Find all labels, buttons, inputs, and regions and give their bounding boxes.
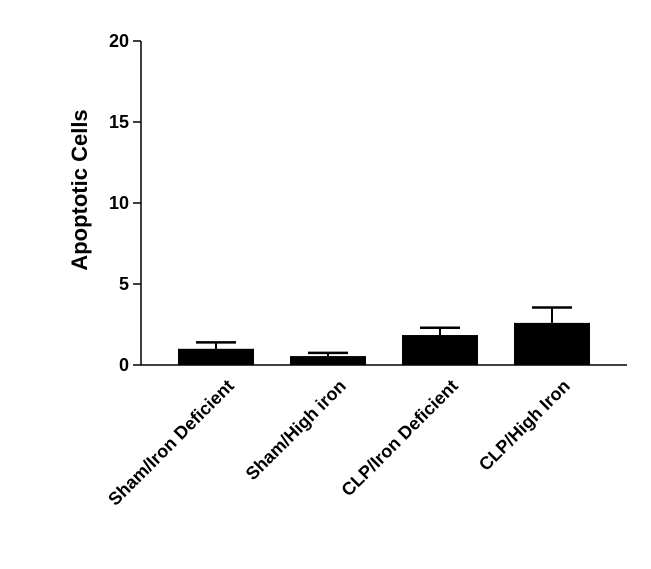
y-tick-label: 10	[109, 193, 129, 213]
y-tick-label: 20	[109, 31, 129, 51]
bar	[178, 348, 254, 365]
y-tick-label: 15	[109, 112, 129, 132]
y-ticks: 0 5 10 15 20	[109, 31, 141, 375]
bars	[178, 306, 590, 365]
x-labels: Sham/Iron Deficient Sham/High ironCLP/Iro…	[104, 376, 574, 510]
x-category-label: Sham/High iron	[242, 376, 350, 484]
x-category-label: CLP/High Iron	[475, 376, 574, 475]
x-category-label: CLP/Iron Deficient	[337, 376, 461, 500]
y-tick-label: 0	[119, 355, 129, 375]
y-tick-label: 5	[119, 274, 129, 294]
x-category-label: Sham/Iron Deficient	[104, 376, 238, 510]
axes	[140, 41, 627, 366]
y-axis-title: Apoptotic Cells	[67, 109, 92, 270]
bar	[514, 322, 590, 365]
bar	[402, 335, 478, 365]
bar	[290, 356, 366, 365]
